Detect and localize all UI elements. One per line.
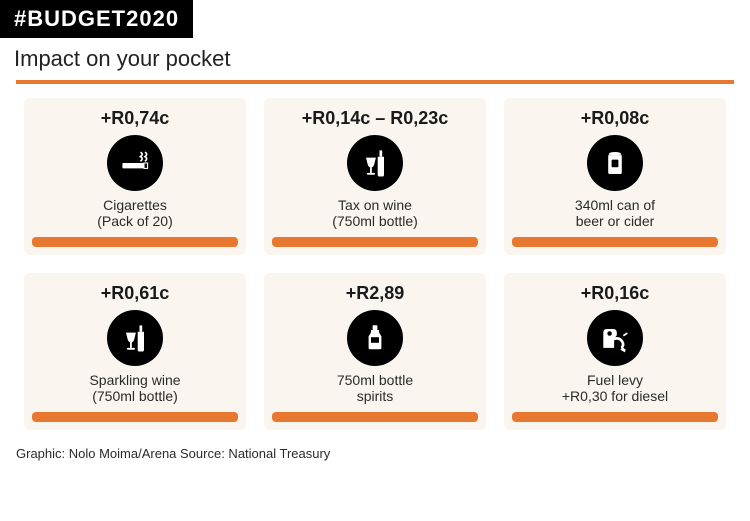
label-line: 750ml bottle	[337, 372, 413, 388]
card-fuel: +R0,16c Fuel levy +R0,30 for diesel	[504, 273, 726, 430]
wine-icon	[347, 135, 403, 191]
card-spirits: +R2,89 750ml bottle spirits	[264, 273, 486, 430]
amount-text: +R0,08c	[512, 108, 718, 129]
label-line: spirits	[357, 388, 394, 404]
card-underbar	[32, 412, 238, 422]
card-underbar	[512, 412, 718, 422]
infographic-container: #BUDGET2020 Impact on your pocket +R0,74…	[0, 0, 750, 521]
card-label: 340ml can of beer or cider	[512, 197, 718, 229]
subtitle: Impact on your pocket	[0, 46, 750, 80]
card-label: Sparkling wine (750ml bottle)	[32, 372, 238, 404]
card-label: Cigarettes (Pack of 20)	[32, 197, 238, 229]
card-underbar	[512, 237, 718, 247]
label-line: Sparkling wine	[89, 372, 180, 388]
card-label: 750ml bottle spirits	[272, 372, 478, 404]
card-underbar	[272, 412, 478, 422]
card-label: Fuel levy +R0,30 for diesel	[512, 372, 718, 404]
can-icon	[587, 135, 643, 191]
label-line: Cigarettes	[103, 197, 167, 213]
label-line: (750ml bottle)	[92, 388, 178, 404]
label-line: 340ml can of	[575, 197, 655, 213]
label-line: (750ml bottle)	[332, 213, 418, 229]
cigarettes-icon	[107, 135, 163, 191]
label-line: Tax on wine	[338, 197, 412, 213]
label-line: (Pack of 20)	[97, 213, 172, 229]
spirits-icon	[347, 310, 403, 366]
card-underbar	[32, 237, 238, 247]
card-wine-tax: +R0,14c – R0,23c Tax on wine (750ml bott…	[264, 98, 486, 255]
label-line: +R0,30 for diesel	[562, 388, 668, 404]
card-underbar	[272, 237, 478, 247]
amount-text: +R0,61c	[32, 283, 238, 304]
card-grid: +R0,74c Cigarettes (Pack of 20) +R0,14c …	[0, 98, 750, 430]
amount-text: +R0,14c – R0,23c	[272, 108, 478, 129]
card-label: Tax on wine (750ml bottle)	[272, 197, 478, 229]
fuel-icon	[587, 310, 643, 366]
card-cigarettes: +R0,74c Cigarettes (Pack of 20)	[24, 98, 246, 255]
label-line: beer or cider	[576, 213, 655, 229]
amount-text: +R2,89	[272, 283, 478, 304]
wine-icon	[107, 310, 163, 366]
amount-text: +R0,16c	[512, 283, 718, 304]
header-tag: #BUDGET2020	[0, 0, 193, 38]
card-beer-can: +R0,08c 340ml can of beer or cider	[504, 98, 726, 255]
credit-line: Graphic: Nolo Moima/Arena Source: Nation…	[0, 442, 750, 461]
card-sparkling-wine: +R0,61c Sparkling wine (750ml bottle)	[24, 273, 246, 430]
label-line: Fuel levy	[587, 372, 643, 388]
divider	[16, 80, 734, 84]
amount-text: +R0,74c	[32, 108, 238, 129]
